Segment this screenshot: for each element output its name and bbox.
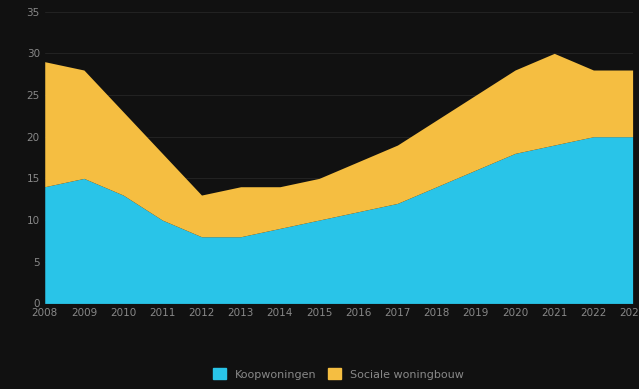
Legend: Koopwoningen, Sociale woningbouw: Koopwoningen, Sociale woningbouw: [213, 368, 464, 380]
